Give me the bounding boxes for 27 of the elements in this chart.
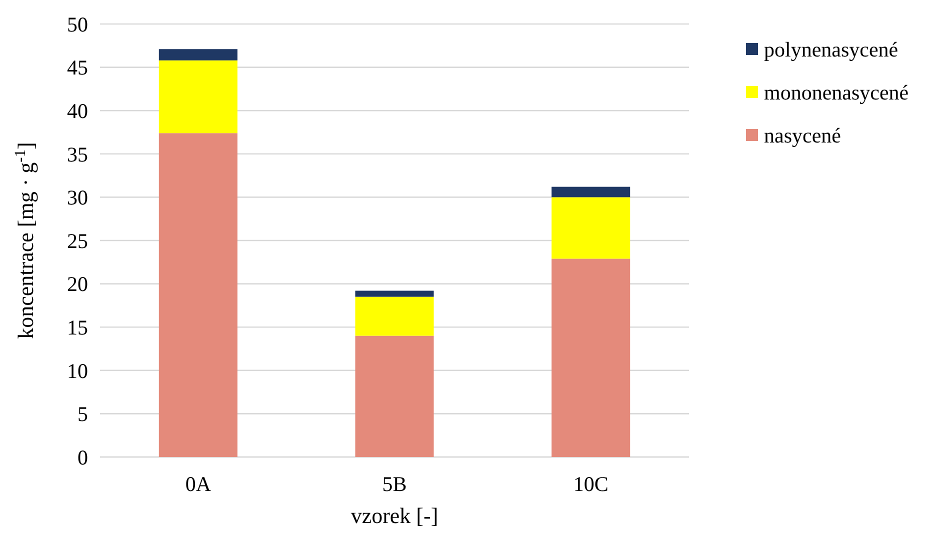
y-tick-label: 5 <box>78 402 88 426</box>
y-tick-label: 25 <box>67 228 88 253</box>
bar <box>552 197 630 259</box>
bar <box>355 336 434 457</box>
bar <box>158 60 238 134</box>
y-tick-label: 20 <box>67 272 88 296</box>
x-tick-label: 10C <box>573 472 608 496</box>
bar <box>552 186 630 198</box>
y-tick-label: 15 <box>67 315 88 340</box>
y-tick-label: 10 <box>67 358 88 383</box>
bar <box>552 258 630 457</box>
legend-label: polynenasycené <box>764 37 898 62</box>
y-tick-label: 0 <box>78 445 88 470</box>
bar <box>158 49 238 60</box>
y-tick-label: 35 <box>67 142 88 166</box>
y-tick-label: 45 <box>67 56 88 80</box>
bar <box>158 133 238 457</box>
x-tick-label: 5B <box>382 472 407 496</box>
y-tick-label: 30 <box>67 186 88 210</box>
y-tick-label: 50 <box>67 12 88 36</box>
x-axis-title: vzorek [-] <box>350 503 438 528</box>
legend-label: nasycené <box>764 123 841 148</box>
x-tick-label: 0A <box>185 472 212 496</box>
legend-label: mononenasycené <box>764 80 909 104</box>
bar <box>355 296 434 336</box>
y-tick-label: 40 <box>67 98 88 123</box>
bar <box>355 290 434 297</box>
